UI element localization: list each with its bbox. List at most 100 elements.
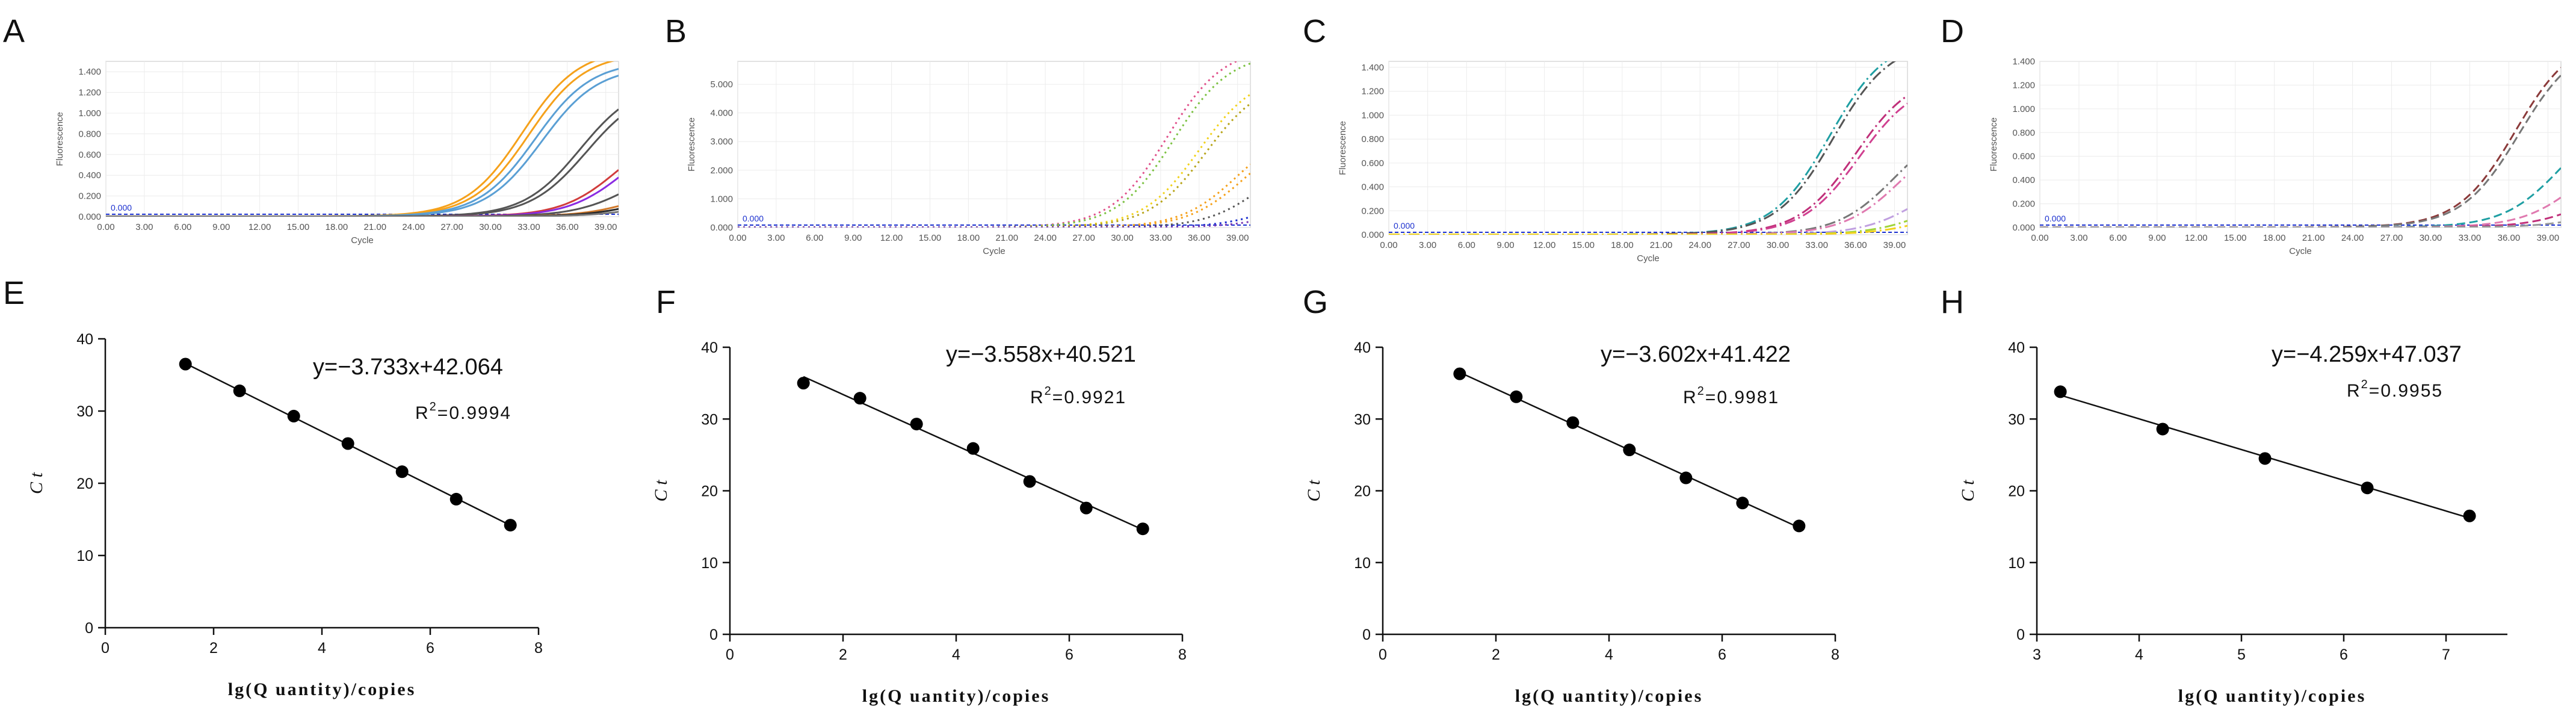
std-panel-e: E 0 10 20 30 40 0 2 4 6 8 lg(Q uantity)/copies C t y=…	[3, 275, 543, 699]
y-tick-label: 20	[1354, 483, 1371, 500]
data-point	[2054, 385, 2067, 398]
x-tick-label: 30.00	[479, 222, 502, 232]
std-panel-h: H 0 10 20 30 40 3 4 5 6 7 lg(Q uantity)/copies C t y=…	[1941, 284, 2507, 706]
x-tick-label: 36.00	[1844, 240, 1867, 250]
x-tick-label: 12.00	[2185, 233, 2208, 243]
x-tick-label: 6.00	[2109, 233, 2127, 243]
data-point	[1023, 475, 1036, 488]
panel-letter: G	[1303, 284, 1328, 320]
y-tick-label: 1.400	[2012, 57, 2035, 67]
y-tick-label: 3.000	[710, 137, 733, 147]
x-tick-label: 4	[318, 640, 326, 657]
x-tick-label: 6	[1065, 646, 1073, 663]
y-tick-label: 40	[76, 331, 93, 348]
amp-panel-b: B 0.00 3.00 6.00 9.00 12.00 15.00 18.00 21.00 24.…	[665, 13, 1251, 256]
threshold-label: 0.000	[743, 214, 764, 223]
y-tick-label: 0.200	[1361, 206, 1384, 216]
data-point	[966, 442, 980, 455]
x-tick-label: 18.00	[326, 222, 348, 232]
x-tick-label: 7	[2442, 646, 2450, 663]
data-point	[1793, 519, 1806, 533]
x-tick-label: 0	[726, 646, 734, 663]
x-tick-label: 24.00	[1688, 240, 1711, 250]
x-tick-label: 27.00	[440, 222, 463, 232]
y-tick-label: 1.000	[710, 194, 733, 204]
x-tick-label: 4	[952, 646, 960, 663]
x-tick-label: 5	[2237, 646, 2246, 663]
x-tick-label: 18.00	[1611, 240, 1634, 250]
x-tick-label: 2	[839, 646, 847, 663]
x-tick-label: 6	[426, 640, 434, 657]
y-tick-label: 1.000	[1361, 110, 1384, 120]
amplification-plots: A 0.00 3.00 6.00 9.00 12.00 15.00 18.00 21.00 24.…	[3, 13, 2562, 264]
x-tick-label: 2	[1492, 646, 1500, 663]
regression-equation: y=−4.259x+47.037	[2272, 342, 2462, 367]
data-point	[910, 418, 923, 431]
x-tick-label: 6	[2340, 646, 2348, 663]
amplification-curve	[738, 62, 1250, 227]
y-tick-label: 10	[76, 548, 93, 565]
y-tick-label: 30	[701, 411, 718, 428]
amp-panel-a: A 0.00 3.00 6.00 9.00 12.00 15.00 18.00 21.00 24.…	[3, 13, 619, 246]
plot-area	[2039, 61, 2562, 228]
y-tick-label: 0.400	[2012, 175, 2035, 185]
panel-letter: E	[3, 275, 25, 311]
y-tick-label: 0	[85, 620, 93, 637]
x-tick-label: 39.00	[1226, 233, 1249, 243]
x-tick-label: 9.00	[2148, 233, 2166, 243]
data-point	[2361, 481, 2374, 495]
panel-letter: B	[665, 13, 687, 49]
x-axis-label: Cycle	[351, 235, 374, 246]
y-tick-label: 0.200	[2012, 199, 2035, 209]
y-tick-label: 10	[1354, 555, 1371, 572]
x-tick-label: 9.00	[1496, 240, 1514, 250]
y-tick-label: 20	[2008, 483, 2025, 500]
x-tick-label: 39.00	[2537, 233, 2560, 243]
data-point	[1566, 416, 1580, 429]
x-tick-label: 12.00	[1533, 240, 1556, 250]
x-tick-label: 15.00	[2224, 233, 2247, 243]
y-tick-label: 10	[701, 555, 718, 572]
panel-letter: A	[3, 13, 25, 49]
y-tick-label: 0	[2016, 627, 2025, 643]
panel-letter: H	[1941, 284, 1964, 320]
r-squared-label: R2=0.9921	[1030, 385, 1126, 407]
x-tick-label: 12.00	[249, 222, 271, 232]
x-axis-label: Cycle	[983, 246, 1005, 256]
x-tick-label: 39.00	[1883, 240, 1906, 250]
x-tick-label: 33.00	[2459, 233, 2482, 243]
y-tick-label: 0.400	[1361, 182, 1384, 193]
x-tick-label: 36.00	[1188, 233, 1211, 243]
x-tick-label: 0.00	[2031, 233, 2048, 243]
r-squared-label: R2=0.9994	[415, 400, 511, 423]
x-tick-label: 33.00	[1149, 233, 1172, 243]
y-tick-label: 0.400	[78, 170, 101, 181]
x-tick-label: 0	[1379, 646, 1387, 663]
y-axis-label: Fluorescence	[1338, 121, 1348, 175]
y-tick-label: 1.000	[78, 108, 101, 119]
x-axis-label: lg(Q uantity)/copies	[228, 679, 416, 699]
x-axis-label: Cycle	[2289, 246, 2312, 256]
data-point	[1510, 390, 1523, 403]
data-point	[1623, 444, 1636, 457]
data-point	[2463, 509, 2476, 522]
data-point	[179, 357, 192, 371]
amplification-curve	[738, 61, 1238, 227]
data-point	[2258, 452, 2272, 465]
data-point	[504, 519, 517, 532]
data-point	[1679, 471, 1693, 484]
x-tick-label: 0.00	[1380, 240, 1397, 250]
y-tick-label: 0.600	[1361, 158, 1384, 169]
x-axis-label: lg(Q uantity)/copies	[862, 686, 1051, 706]
x-tick-label: 27.00	[2380, 233, 2403, 243]
y-axis-label: C t	[26, 472, 46, 494]
x-tick-label: 27.00	[1728, 240, 1750, 250]
x-tick-label: 2	[209, 640, 218, 657]
x-tick-label: 6	[1718, 646, 1726, 663]
x-tick-label: 0.00	[97, 222, 114, 232]
x-tick-label: 36.00	[556, 222, 579, 232]
x-tick-label: 3.00	[135, 222, 153, 232]
panel-letter: D	[1941, 13, 1964, 49]
x-tick-label: 9.00	[844, 233, 862, 243]
